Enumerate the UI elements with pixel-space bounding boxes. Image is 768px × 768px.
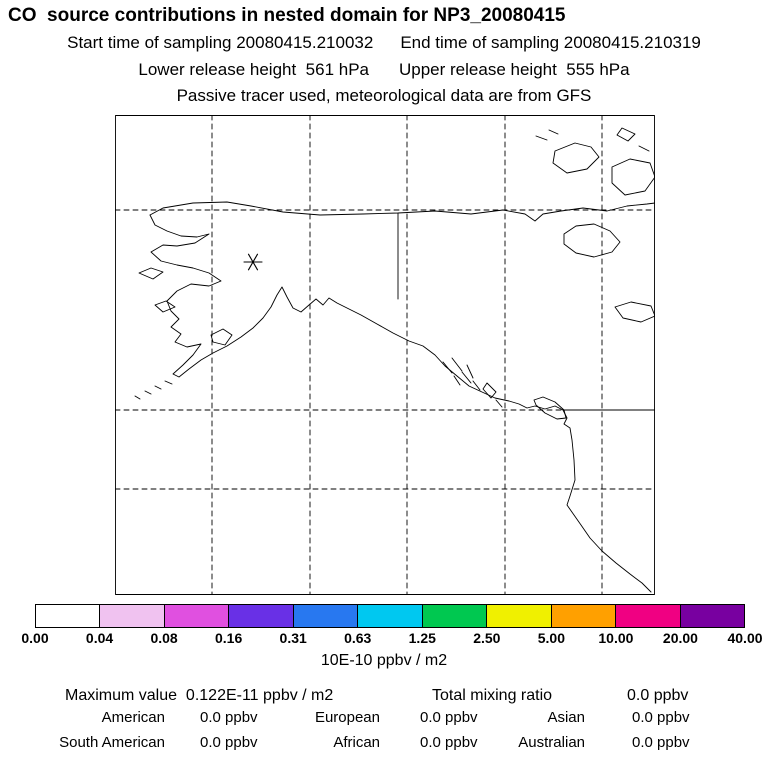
colorbar-tick: 0.04 bbox=[85, 630, 114, 646]
page-title: CO source contributions in nested domain… bbox=[8, 5, 566, 26]
colorbar-tick: 0.16 bbox=[215, 630, 243, 646]
colorbar-segment bbox=[357, 605, 422, 627]
colorbar-segment bbox=[99, 605, 164, 627]
colorbar-units: 10E-10 ppbv / m2 bbox=[320, 652, 448, 669]
region-south-american-label: South American bbox=[59, 734, 165, 751]
region-south-american-value: 0.0 ppbv bbox=[200, 734, 258, 751]
colorbar bbox=[35, 604, 745, 628]
colorbar-segment bbox=[292, 605, 358, 627]
total-mixing-ratio-value: 0.0 ppbv bbox=[627, 687, 689, 704]
colorbar-segment bbox=[550, 605, 616, 627]
colorbar-segment bbox=[36, 605, 100, 627]
lakes-path bbox=[563, 223, 655, 323]
summary-line: Maximum value 0.122E-11 ppbv / m2 Total … bbox=[0, 687, 768, 707]
region-american-label: American bbox=[101, 709, 165, 726]
colorbar-tick: 1.25 bbox=[408, 630, 436, 646]
colorbar-segment bbox=[228, 605, 293, 627]
release-heights-line: Lower release height 561 hPa Upper relea… bbox=[0, 60, 768, 80]
region-american-value: 0.0 ppbv bbox=[200, 709, 258, 726]
colorbar-segment bbox=[421, 605, 487, 627]
region-contributions: American 0.0 ppbv European 0.0 ppbv Asia… bbox=[0, 709, 768, 752]
colorbar-tick: 0.63 bbox=[344, 630, 372, 646]
colorbar-segment bbox=[486, 605, 551, 627]
colorbar-tick: 2.50 bbox=[473, 630, 501, 646]
tracer-info-line: Passive tracer used, meteorological data… bbox=[0, 86, 768, 106]
colorbar-segment bbox=[615, 605, 680, 627]
pacific-coastline-path bbox=[149, 214, 652, 593]
colorbar-tick: 0.31 bbox=[279, 630, 307, 646]
colorbar-tick: 40.00 bbox=[727, 630, 763, 646]
graticule-lines bbox=[115, 115, 655, 595]
region-african-label: African bbox=[333, 734, 380, 751]
political-borders-path bbox=[397, 212, 655, 411]
region-asian-value: 0.0 ppbv bbox=[632, 709, 690, 726]
map-panel bbox=[115, 115, 655, 595]
region-european-value: 0.0 ppbv bbox=[420, 709, 478, 726]
colorbar-tick: 10.00 bbox=[598, 630, 634, 646]
arctic-coastline-path bbox=[149, 201, 655, 222]
colorbar-segment bbox=[163, 605, 229, 627]
lower-release-height-text: Lower release height 561 hPa bbox=[138, 60, 369, 79]
map-border bbox=[115, 115, 655, 595]
region-australian-value: 0.0 ppbv bbox=[632, 734, 690, 751]
colorbar-segment bbox=[679, 605, 744, 627]
region-asian-label: Asian bbox=[547, 709, 585, 726]
region-european-label: European bbox=[314, 709, 380, 726]
sampling-start-text: Start time of sampling 20080415.210032 bbox=[67, 33, 374, 52]
total-mixing-ratio-label: Total mixing ratio bbox=[432, 687, 553, 704]
region-african-value: 0.0 ppbv bbox=[420, 734, 478, 751]
colorbar-tick: 20.00 bbox=[662, 630, 698, 646]
region-australian-label: Australian bbox=[518, 734, 585, 751]
colorbar-tick: 0.08 bbox=[150, 630, 178, 646]
sampling-end-text: End time of sampling 20080415.210319 bbox=[400, 33, 701, 52]
maximum-value-text: Maximum value 0.122E-11 ppbv / m2 bbox=[65, 687, 334, 704]
release-marker-icon bbox=[243, 253, 263, 271]
upper-release-height-text: Upper release height 555 hPa bbox=[399, 60, 630, 79]
sampling-times-line: Start time of sampling 20080415.210032 E… bbox=[0, 33, 768, 53]
colorbar-ticks: 0.00 0.04 0.08 0.16 0.31 0.63 1.25 2.50 5.00 10.0… bbox=[21, 630, 762, 648]
tracer-info-text: Passive tracer used, meteorological data… bbox=[176, 86, 592, 105]
map-figure bbox=[115, 115, 655, 595]
colorbar-tick: 5.00 bbox=[537, 630, 565, 646]
colorbar-tick: 0.00 bbox=[21, 630, 49, 646]
islands-path bbox=[134, 127, 655, 420]
